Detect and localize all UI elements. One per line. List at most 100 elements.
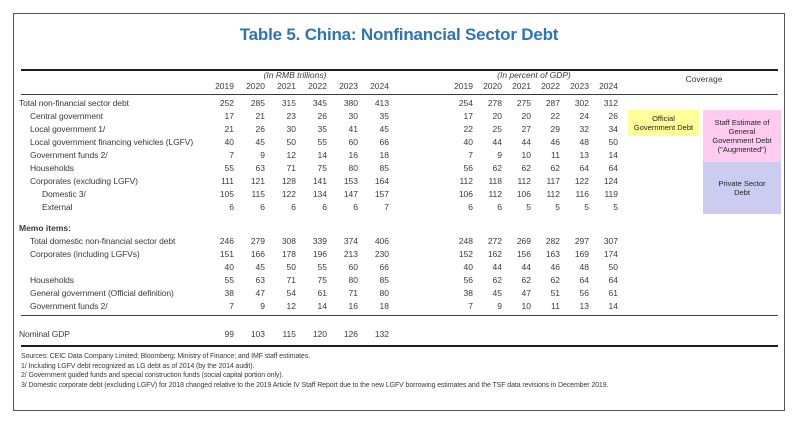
memo-row-label: Corporates (including LGFVs) xyxy=(30,249,140,259)
data-row-rmb-value: 105 xyxy=(219,189,234,199)
memo-row-rmb-value: 85 xyxy=(379,275,389,285)
nominal-gdp-row-label: Nominal GDP xyxy=(19,329,70,339)
nominal-gdp-row-rmb-value: 120 xyxy=(312,329,327,339)
data-row-rmb-value: 380 xyxy=(343,98,358,108)
data-row-pct-value: 25 xyxy=(492,124,502,134)
nominal-gdp-row-rmb-value: 126 xyxy=(343,329,358,339)
data-row-rmb-value: 6 xyxy=(291,202,296,212)
data-row-rmb-value: 21 xyxy=(255,111,265,121)
memo-row: General government (Official definition)… xyxy=(14,287,784,300)
nominal-gdp-row-rmb-value: 132 xyxy=(374,329,389,339)
memo-row-pct-value: 269 xyxy=(516,236,531,246)
memo-row-pct-value: 47 xyxy=(521,288,531,298)
data-row-rmb-value: 63 xyxy=(255,163,265,173)
memo-row-pct-value: 64 xyxy=(608,275,618,285)
data-row-label: Local government financing vehicles (LGF… xyxy=(30,137,194,147)
data-row-rmb-value: 75 xyxy=(317,163,327,173)
memo-row-pct-value: 48 xyxy=(579,262,589,272)
memo-row-rmb-value: 213 xyxy=(343,249,358,259)
data-row-rmb-value: 141 xyxy=(312,176,327,186)
memo-row-pct-value: 62 xyxy=(521,275,531,285)
data-row-rmb-value: 30 xyxy=(286,124,296,134)
memo-row-pct-value: 46 xyxy=(550,262,560,272)
nominal-gdp-row: Nominal GDP 99 103 115 120 126 132 xyxy=(14,328,784,341)
memo-row-rmb-value: 63 xyxy=(255,275,265,285)
nominal-gdp-row-rmb-value: 99 xyxy=(224,329,234,339)
data-row-pct-value: 5 xyxy=(526,202,531,212)
data-row-rmb-value: 14 xyxy=(317,150,327,160)
data-row-pct-value: 275 xyxy=(516,98,531,108)
memo-row-pct-value: 14 xyxy=(608,301,618,311)
data-row-pct-value: 254 xyxy=(458,98,473,108)
data-row-rmb-value: 111 xyxy=(221,176,234,186)
memo-row-rmb-value: 40 xyxy=(224,262,234,272)
memo-row-label: General government (Official definition) xyxy=(30,288,174,298)
data-row: Local government 1/21 26 30 35 41 45 22 25 27 29 3… xyxy=(14,123,784,136)
data-row-pct-value: 106 xyxy=(458,189,473,199)
memo-row-rmb-value: 16 xyxy=(348,301,358,311)
memo-row: Total domestic non-financial sector debt… xyxy=(14,235,784,248)
memo-row-rmb-value: 50 xyxy=(286,262,296,272)
data-row: Corporates (excluding LGFV) 111 121 128 141 1… xyxy=(14,175,784,188)
footnote-line: 2/ Government guided funds and special c… xyxy=(21,372,284,380)
footnote-line: 1/ Including LGFV debt recognized as LG … xyxy=(21,362,255,370)
memo-row-pct-value: 282 xyxy=(545,236,560,246)
footnotes: Sources: CEIC Data Company Limited; Bloo… xyxy=(21,352,781,390)
data-row-pct-value: 119 xyxy=(604,189,618,199)
data-row-rmb-value: 7 xyxy=(229,150,234,160)
data-row: Total non-financial sector debt 252 285 315… xyxy=(14,97,784,110)
data-row-pct-value: 22 xyxy=(463,124,473,134)
memo-row-pct-value: 56 xyxy=(579,288,589,298)
memo-row-rmb-value: 80 xyxy=(379,288,389,298)
coverage-box-line: Government Debt xyxy=(633,123,694,132)
table-bottom-rule xyxy=(21,345,778,347)
data-row-rmb-value: 252 xyxy=(219,98,234,108)
footnote-line: Sources: CEIC Data Company Limited; Bloo… xyxy=(21,353,311,360)
memo-row-pct-value: 156 xyxy=(516,249,531,259)
data-row-pct-value: 7 xyxy=(468,150,473,160)
data-row-rmb-value: 345 xyxy=(312,98,327,108)
memo-row-rmb-value: 12 xyxy=(286,301,296,311)
data-row-rmb-value: 35 xyxy=(317,124,327,134)
coverage-box-official-government-debt: Official Government Debt xyxy=(628,110,699,136)
data-row-pct-value: 117 xyxy=(546,176,560,186)
gdp-year-label: 2024 xyxy=(599,81,618,91)
gdp-year-label: 2022 xyxy=(541,81,560,91)
memo-items-heading: Memo items: xyxy=(19,223,71,233)
memo-row-pct-value: 152 xyxy=(458,249,473,259)
memo-row-pct-value: 62 xyxy=(550,275,560,285)
coverage-box-line: Debt xyxy=(734,188,750,197)
data-row-rmb-value: 45 xyxy=(379,124,389,134)
data-row-rmb-value: 85 xyxy=(379,163,389,173)
data-row-pct-value: 6 xyxy=(468,202,473,212)
table-frame: Table 5. China: Nonfinancial Sector Debt… xyxy=(13,13,785,411)
gdp-year-label: 2020 xyxy=(483,81,502,91)
data-row-pct-value: 11 xyxy=(551,150,560,160)
memo-row-pct-value: 162 xyxy=(487,249,502,259)
coverage-box-line: Official xyxy=(652,113,675,123)
memo-row-pct-value: 9 xyxy=(497,301,502,311)
data-row-pct-value: 64 xyxy=(608,163,618,173)
data-row-label: Government funds 2/ xyxy=(30,150,108,160)
data-row-pct-value: 124 xyxy=(603,176,618,186)
memo-row-pct-value: 51 xyxy=(550,288,560,298)
data-row-pct-value: 48 xyxy=(579,137,589,147)
memo-row-pct-value: 163 xyxy=(545,249,560,259)
data-row-pct-value: 5 xyxy=(584,202,589,212)
data-row-rmb-value: 9 xyxy=(260,150,265,160)
data-row-pct-value: 112 xyxy=(488,189,502,199)
memo-row-rmb-value: 7 xyxy=(229,301,234,311)
gdp-row-top-rule xyxy=(21,315,778,316)
gdp-year-label: 2021 xyxy=(512,81,531,91)
rmb-year-label: 2023 xyxy=(339,81,358,91)
data-row-rmb-value: 30 xyxy=(348,111,358,121)
memo-row-rmb-value: 166 xyxy=(250,249,265,259)
memo-row-rmb-value: 230 xyxy=(374,249,389,259)
data-row-label: Domestic 3/ xyxy=(42,189,86,199)
memo-row-label: Households xyxy=(30,275,74,285)
data-row-pct-value: 62 xyxy=(521,163,531,173)
data-row-rmb-value: 26 xyxy=(317,111,327,121)
data-row: Local government financing vehicles (LGF… xyxy=(14,136,784,149)
data-row-rmb-value: 153 xyxy=(343,176,358,186)
